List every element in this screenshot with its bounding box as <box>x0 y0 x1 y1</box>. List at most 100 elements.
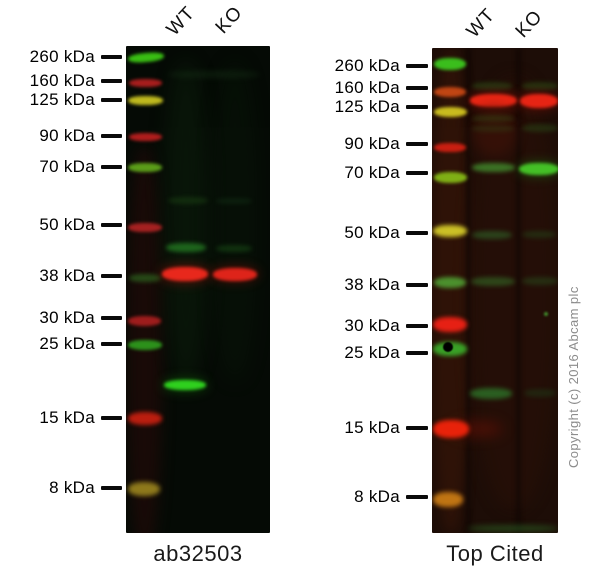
ko-40kda-faint-band <box>522 277 558 285</box>
marker-dash <box>406 171 428 175</box>
ladder-125kda-band <box>434 107 467 117</box>
marker-weight-label: 30 kDa <box>344 316 400 335</box>
ladder-90kda-band <box>434 143 466 152</box>
ko-lane-haze-band <box>212 61 258 381</box>
marker-weight-label: 15 kDa <box>39 408 95 427</box>
blot-membrane-right <box>432 48 558 533</box>
marker-dash <box>406 495 428 499</box>
lane-label-ko: KO <box>511 6 548 42</box>
marker-dash <box>101 342 122 346</box>
marker-weight-label: 160 kDa <box>29 71 95 90</box>
ladder-260kda-band <box>434 58 466 70</box>
wt-55kda-faint-band <box>168 197 208 204</box>
ladder-15kda-band <box>433 420 469 438</box>
marker-dash <box>101 223 122 227</box>
marker-dash <box>406 426 428 430</box>
marker-260-kda: 260 kDa <box>30 47 122 67</box>
wt-120kda-faint-band <box>472 115 514 122</box>
wt-70kda-band <box>472 163 515 172</box>
marker-50-kda: 50 kDa <box>39 215 122 235</box>
ladder-125kda-band <box>128 96 163 105</box>
marker-160-kda: 160 kDa <box>30 71 122 91</box>
marker-weight-label: 90 kDa <box>344 134 400 153</box>
marker-dash <box>406 324 428 328</box>
marker-dash <box>406 351 428 355</box>
wt-red-smear-band <box>472 108 516 156</box>
marker-dash <box>406 64 428 68</box>
marker-38-kda: 38 kDa <box>344 275 428 295</box>
ko-50kda-faint-band <box>522 231 556 238</box>
ladder-smear-band <box>127 146 162 533</box>
marker-8-kda: 8 kDa <box>49 478 122 498</box>
marker-dash <box>101 316 122 320</box>
wt-18kda-band <box>470 388 512 399</box>
ladder-50kda-band <box>128 223 162 232</box>
ladder-70kda-band <box>434 172 467 183</box>
marker-125-kda: 125 kDa <box>30 90 122 110</box>
ladder-haze-band <box>432 48 470 533</box>
marker-dash <box>101 274 122 278</box>
marker-weight-label: 25 kDa <box>344 343 400 362</box>
ladder-50kda-band <box>433 225 467 237</box>
marker-weight-label: 70 kDa <box>39 157 95 176</box>
ladder-38kda-band <box>434 277 466 288</box>
ladder-90kda-band <box>129 133 162 141</box>
wt-140kda-band <box>470 94 517 107</box>
marker-dash <box>101 98 122 102</box>
green-speck-band <box>544 312 548 316</box>
ko-38kda-band <box>213 268 257 281</box>
marker-50-kda: 50 kDa <box>344 223 428 243</box>
marker-30-kda: 30 kDa <box>39 308 122 328</box>
marker-25-kda: 25 kDa <box>344 343 428 363</box>
marker-160-kda: 160 kDa <box>335 78 428 98</box>
ko-110kda-faint-band <box>522 124 558 132</box>
marker-dash <box>406 86 428 90</box>
marker-dash <box>101 55 122 59</box>
wt-100kda-faint-band <box>472 125 514 132</box>
ko-160kda-faint-band <box>522 82 558 90</box>
wt-38kda-band <box>162 267 208 281</box>
marker-70-kda: 70 kDa <box>39 157 122 177</box>
wt-lane-haze-band <box>164 61 208 381</box>
marker-weight-label: 8 kDa <box>354 487 400 506</box>
marker-weight-label: 260 kDa <box>334 56 400 75</box>
ko-140kda-band <box>520 94 558 108</box>
marker-70-kda: 70 kDa <box>344 163 428 183</box>
marker-15-kda: 15 kDa <box>39 408 122 428</box>
ladder-25kda-band <box>128 340 162 350</box>
marker-90-kda: 90 kDa <box>39 126 122 146</box>
marker-30-kda: 30 kDa <box>344 316 428 336</box>
lane-separator-2-band <box>516 48 521 533</box>
panel-caption-top-cited: Top Cited <box>446 541 544 566</box>
marker-weight-label: 90 kDa <box>39 126 95 145</box>
marker-dash <box>101 416 122 420</box>
marker-125-kda: 125 kDa <box>335 97 428 117</box>
marker-dash <box>101 165 122 169</box>
faint-row-190kda-band <box>168 71 260 78</box>
marker-weight-label: 70 kDa <box>344 163 400 182</box>
ladder-30kda-band <box>433 317 467 332</box>
marker-dash <box>406 142 428 146</box>
ko-18kda-faint-band <box>524 389 556 397</box>
ko-46kda-faint-band <box>216 245 252 252</box>
marker-38-kda: 38 kDa <box>39 266 122 286</box>
wt-50kda-faint-band <box>472 231 512 239</box>
ko-70kda-band <box>519 163 558 175</box>
marker-15-kda: 15 kDa <box>344 418 428 438</box>
marker-dash <box>101 134 122 138</box>
marker-dash <box>101 79 122 83</box>
marker-weight-label: 15 kDa <box>344 418 400 437</box>
ladder-30kda-band <box>128 316 161 326</box>
lane-separator-1-band <box>466 48 471 533</box>
wt-160kda-faint-band <box>472 82 512 90</box>
marker-weight-label: 50 kDa <box>344 223 400 242</box>
marker-90-kda: 90 kDa <box>344 134 428 154</box>
marker-weight-label: 50 kDa <box>39 215 95 234</box>
ladder-38kda-band <box>129 274 161 282</box>
marker-weight-label: 30 kDa <box>39 308 95 327</box>
lane-label-wt: WT <box>462 4 500 43</box>
ladder-8kda-band <box>433 492 463 507</box>
